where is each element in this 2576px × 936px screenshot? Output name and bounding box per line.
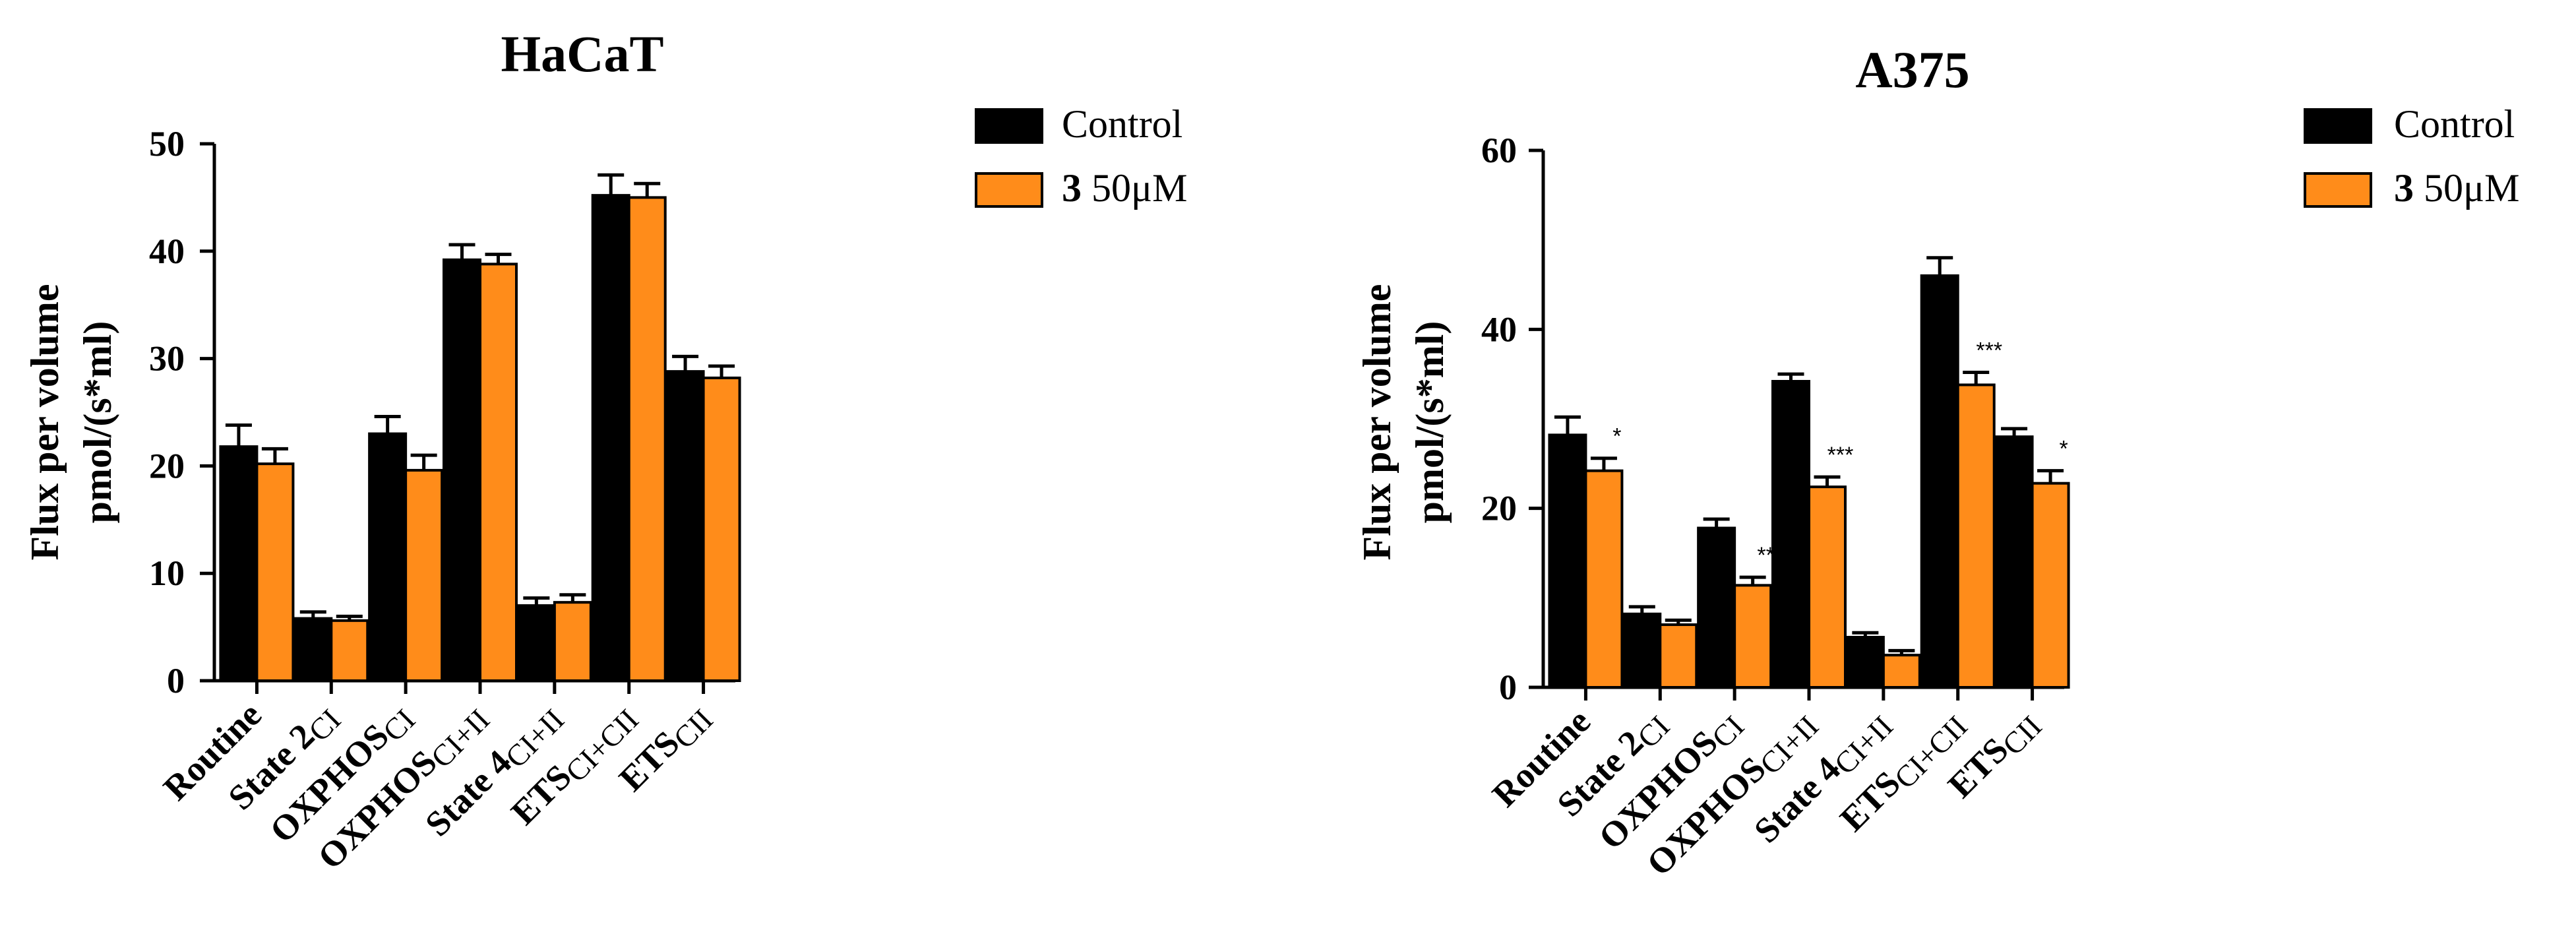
legend-swatch-treated <box>975 172 1043 208</box>
bar-control <box>368 432 408 682</box>
significance-marker: * <box>2059 437 2068 462</box>
bar-control <box>1994 435 2034 689</box>
y-axis-label: Flux per volume <box>1355 284 1399 561</box>
y-tick-label: 60 <box>1481 131 1517 170</box>
significance-marker: *** <box>1976 338 2002 363</box>
bar-treated <box>1882 654 1921 689</box>
significance-marker: *** <box>1827 443 1854 468</box>
bar-treated <box>553 601 592 683</box>
bar-treated <box>255 462 295 682</box>
bar-treated <box>330 619 369 682</box>
y-tick-label: 40 <box>149 232 185 271</box>
legend-swatch-control <box>975 108 1043 144</box>
bar-control <box>1548 433 1587 689</box>
bar-treated <box>2031 482 2070 689</box>
y-axis-unit-label: pmol/(s*ml) <box>76 321 119 524</box>
y-tick-label: 0 <box>167 661 185 701</box>
bar-treated <box>627 196 667 682</box>
y-tick-label: 30 <box>149 339 185 379</box>
bar-control <box>443 258 481 683</box>
bar-control <box>1845 636 1885 689</box>
y-tick-label: 20 <box>149 446 185 485</box>
bar-control <box>219 445 259 682</box>
bar-treated <box>702 376 741 682</box>
bar-control <box>293 617 333 682</box>
legend-label-treated: 3 50μM <box>1062 166 1188 210</box>
bar-control <box>1622 612 1662 689</box>
bar-control <box>591 194 630 683</box>
chart-title: HaCaT <box>501 25 663 82</box>
bar-treated <box>1733 584 1773 689</box>
y-axis-label: Flux per volume <box>23 284 67 561</box>
legend-swatch-control <box>2304 108 2372 144</box>
bar-control <box>1771 380 1810 689</box>
chart-title: A375 <box>1855 41 1969 98</box>
significance-marker: * <box>1612 424 1621 449</box>
bar-control <box>516 604 556 682</box>
bar-treated <box>404 468 444 682</box>
legend-label-control: Control <box>1062 102 1182 146</box>
bar-treated <box>1659 623 1698 689</box>
legend-swatch-treated <box>2304 172 2372 208</box>
bar-control <box>1697 526 1736 689</box>
y-tick-label: 20 <box>1481 489 1517 528</box>
y-tick-label: 0 <box>1499 668 1517 707</box>
y-tick-label: 40 <box>1481 309 1517 349</box>
bar-treated <box>479 263 518 682</box>
bar-control <box>1920 274 1959 689</box>
chart-hacat: HaCaT Flux per volume pmol/(s*ml) 0 10 20 30 40… <box>23 25 1188 877</box>
bar-treated <box>1956 383 1996 689</box>
legend-label-treated: 3 50μM <box>2394 166 2520 210</box>
y-tick-label: 10 <box>149 553 185 593</box>
bar-treated <box>1584 469 1624 689</box>
y-tick-label: 50 <box>149 124 185 164</box>
bar-control <box>665 370 705 682</box>
bar-treated <box>1808 485 1847 689</box>
legend-label-control: Control <box>2394 102 2515 146</box>
y-axis-unit-label: pmol/(s*ml) <box>1408 321 1452 524</box>
